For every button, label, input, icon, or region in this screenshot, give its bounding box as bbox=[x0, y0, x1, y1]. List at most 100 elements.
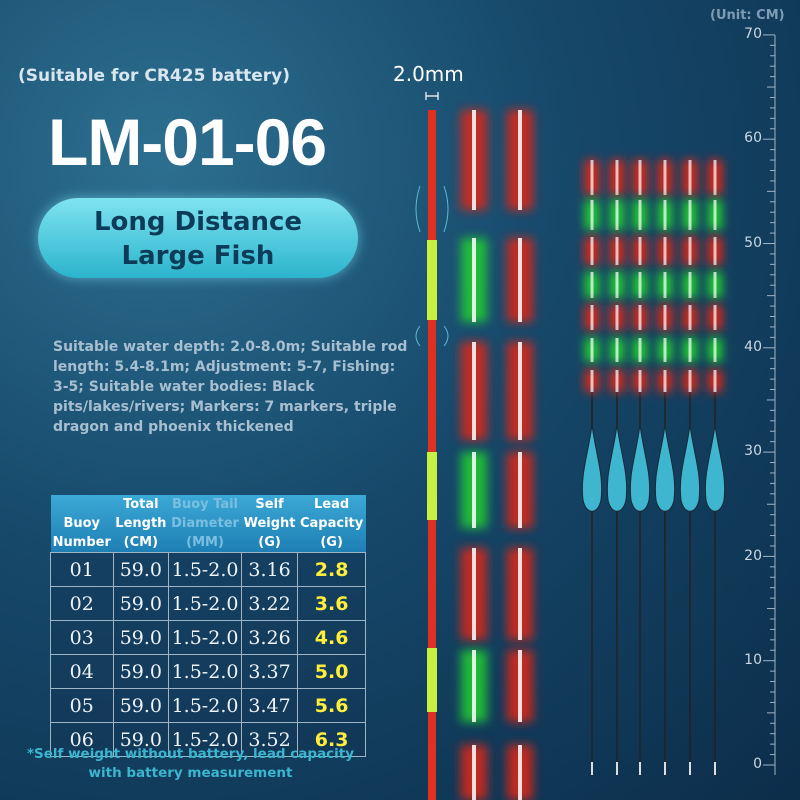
table-cell: 1.5-2.0 bbox=[168, 654, 242, 689]
small-core bbox=[590, 237, 594, 265]
table-cell: 1.5-2.0 bbox=[168, 688, 242, 723]
table-cell: 5.0 bbox=[297, 654, 366, 689]
table-cell: 03 bbox=[50, 620, 114, 655]
bulb bbox=[606, 424, 628, 512]
table-cell: 2.8 bbox=[297, 552, 366, 587]
badge: Long Distance Large Fish bbox=[38, 198, 358, 278]
table-cell: 59.0 bbox=[112, 688, 170, 723]
small-core bbox=[638, 338, 642, 362]
small-core bbox=[713, 370, 717, 392]
bulb bbox=[629, 424, 651, 512]
table-cell: 3.22 bbox=[240, 586, 299, 621]
table-cell: 01 bbox=[50, 552, 114, 587]
small-core bbox=[688, 160, 692, 195]
table-row: 04 59.0 1.5-2.0 3.37 5.0 bbox=[50, 654, 366, 689]
table-cell: 3.6 bbox=[297, 586, 366, 621]
spec-table: Buoy Number Total Length (CM) Buoy Tail Di… bbox=[50, 495, 366, 757]
ruler-label: 10 bbox=[744, 651, 762, 668]
ruler-label: 30 bbox=[744, 443, 762, 460]
table-cell: 3.16 bbox=[240, 552, 299, 587]
table-cell: 02 bbox=[50, 586, 114, 621]
small-core bbox=[615, 305, 619, 330]
small-core bbox=[590, 305, 594, 330]
wave bbox=[415, 185, 449, 233]
table-cell: 59.0 bbox=[112, 654, 170, 689]
small-core bbox=[688, 200, 692, 230]
small-core bbox=[638, 200, 642, 230]
glow-core bbox=[518, 342, 522, 440]
small-core bbox=[615, 160, 619, 195]
small-core bbox=[590, 338, 594, 362]
small-core bbox=[713, 272, 717, 298]
wave bbox=[415, 325, 449, 347]
unit-label: (Unit: CM) bbox=[710, 8, 785, 23]
table-cell: 05 bbox=[50, 688, 114, 723]
small-core bbox=[663, 370, 667, 392]
small-core bbox=[663, 305, 667, 330]
small-core bbox=[615, 272, 619, 298]
table-header: Buoy Tail Diameter (MM) bbox=[168, 495, 242, 553]
float-yellow bbox=[427, 648, 437, 712]
table-row: 02 59.0 1.5-2.0 3.22 3.6 bbox=[50, 586, 366, 621]
glow-core bbox=[472, 238, 476, 322]
table-cell: 04 bbox=[50, 654, 114, 689]
glow-core bbox=[472, 342, 476, 440]
ruler-label: 60 bbox=[744, 130, 762, 147]
battery-note: (Suitable for CR425 battery) bbox=[18, 66, 290, 86]
small-core bbox=[615, 200, 619, 230]
glow-core bbox=[518, 745, 522, 800]
table-cell: 5.6 bbox=[297, 688, 366, 723]
table-row: 06 59.0 1.5-2.0 3.52 6.3 bbox=[50, 722, 366, 757]
float-yellow bbox=[427, 240, 437, 320]
table-cell: 3.52 bbox=[240, 722, 299, 757]
table-header: Lead Capacity (G) bbox=[297, 495, 366, 553]
small-core bbox=[688, 237, 692, 265]
table-cell: 59.0 bbox=[112, 586, 170, 621]
table-header: Self Weight (G) bbox=[241, 495, 298, 553]
small-core bbox=[590, 370, 594, 392]
small-core bbox=[590, 272, 594, 298]
bulb bbox=[704, 424, 726, 512]
small-core bbox=[638, 160, 642, 195]
glow-core bbox=[518, 238, 522, 322]
table-cell: 3.26 bbox=[240, 620, 299, 655]
badge-text: Large Fish bbox=[121, 241, 275, 271]
table-cell: 1.5-2.0 bbox=[168, 552, 242, 587]
glow-core bbox=[518, 548, 522, 640]
table-cell: 3.37 bbox=[240, 654, 299, 689]
table-cell: 3.47 bbox=[240, 688, 299, 723]
small-core bbox=[663, 237, 667, 265]
small-core bbox=[713, 200, 717, 230]
glow-core bbox=[472, 548, 476, 640]
small-core bbox=[663, 160, 667, 195]
model-title: LM-01-06 bbox=[48, 105, 327, 179]
glow-core bbox=[518, 110, 522, 210]
ruler-label: 20 bbox=[744, 547, 762, 564]
small-core bbox=[688, 272, 692, 298]
diameter-label: 2.0mm bbox=[393, 62, 464, 86]
footnote: *Self weight without battery, lead capac… bbox=[26, 746, 355, 781]
bulb bbox=[654, 424, 676, 512]
small-core bbox=[688, 370, 692, 392]
small-core bbox=[663, 200, 667, 230]
small-core bbox=[615, 370, 619, 392]
table-cell: 59.0 bbox=[112, 722, 170, 757]
small-core bbox=[615, 237, 619, 265]
small-core bbox=[663, 272, 667, 298]
table-header: Total Length (CM) bbox=[113, 495, 169, 553]
glow-core bbox=[472, 745, 476, 800]
table-row: 05 59.0 1.5-2.0 3.47 5.6 bbox=[50, 688, 366, 723]
table-cell: 1.5-2.0 bbox=[168, 722, 242, 757]
small-core bbox=[590, 200, 594, 230]
ruler-label: 50 bbox=[744, 234, 762, 251]
small-core bbox=[590, 160, 594, 195]
glow-core bbox=[518, 452, 522, 528]
glow-core bbox=[472, 452, 476, 528]
glow-core bbox=[472, 650, 476, 722]
small-core bbox=[713, 338, 717, 362]
small-core bbox=[688, 338, 692, 362]
table-cell: 06 bbox=[50, 722, 114, 757]
small-core bbox=[638, 237, 642, 265]
